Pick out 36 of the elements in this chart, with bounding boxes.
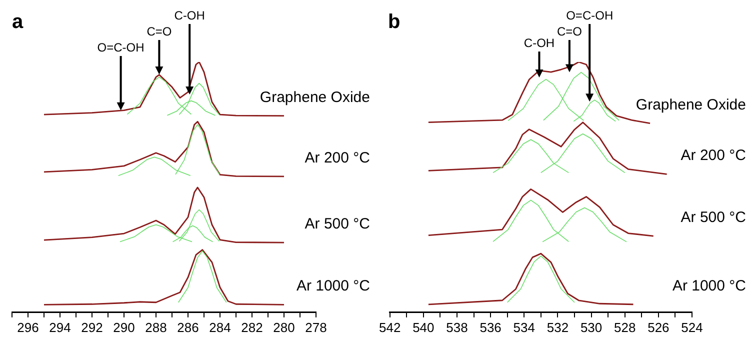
annotation: O=C-OH bbox=[566, 8, 614, 22]
x-tick-label: 530 bbox=[580, 320, 602, 335]
x-tick-label: 288 bbox=[145, 320, 167, 335]
x-tick-label: 524 bbox=[681, 320, 703, 335]
x-tick-label: 532 bbox=[546, 320, 569, 335]
series-label: Graphene Oxide bbox=[260, 88, 370, 106]
series-label: Ar 1000 °C bbox=[296, 278, 370, 295]
annotation: C-OH bbox=[174, 8, 205, 22]
x-tick-label: 536 bbox=[480, 320, 502, 335]
text: Ar 1000 °C bbox=[672, 277, 746, 294]
x-tick-label: 542 bbox=[378, 320, 401, 335]
annotation: C=O bbox=[556, 24, 582, 38]
x-tick-label: 294 bbox=[49, 320, 71, 335]
series-label: Ar 500 °C bbox=[304, 216, 370, 233]
x-tick-label: 286 bbox=[177, 320, 199, 335]
series-label: Ar 200 °C bbox=[680, 147, 746, 164]
chart-title: a bbox=[12, 11, 24, 33]
x-tick-label: 526 bbox=[648, 320, 670, 335]
x-tick-label: 290 bbox=[113, 320, 135, 335]
x-tick-label: 280 bbox=[273, 320, 295, 335]
x-tick-label: 284 bbox=[209, 320, 231, 335]
x-tick-label: 540 bbox=[412, 320, 434, 335]
x-tick-label: 296 bbox=[17, 320, 39, 335]
x-tick-label: 534 bbox=[513, 320, 535, 335]
series-label: Ar 200 °C bbox=[304, 149, 370, 166]
x-tick-label: 278 bbox=[305, 320, 327, 335]
x-tick-label: 292 bbox=[81, 320, 103, 335]
series-label: Ar 500 °C bbox=[680, 209, 746, 226]
x-tick-label: 538 bbox=[446, 320, 468, 335]
annotation: C=O bbox=[146, 24, 172, 38]
series-label: Graphene Oxide bbox=[636, 96, 746, 114]
x-tick-label: 528 bbox=[614, 320, 636, 335]
chart-title: b bbox=[388, 11, 400, 33]
annotation: C-OH bbox=[524, 36, 555, 50]
x-tick-label: 282 bbox=[241, 320, 263, 335]
annotation: O=C-OH bbox=[97, 40, 144, 54]
